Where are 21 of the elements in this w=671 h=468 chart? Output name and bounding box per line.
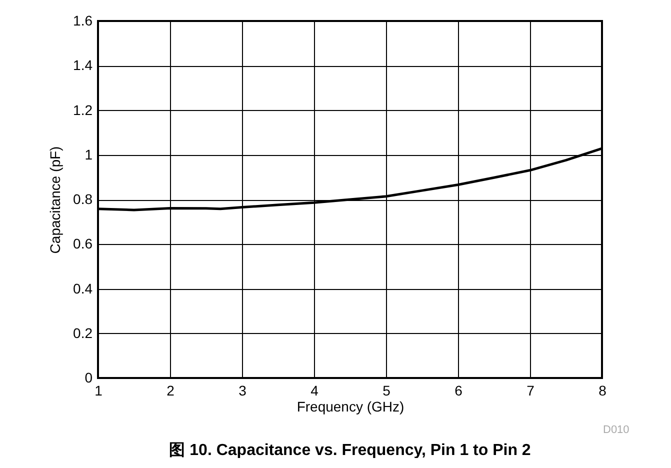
y-axis-title: Capacitance (pF): [47, 146, 64, 254]
y-tick-label: 0.4: [73, 280, 93, 296]
y-tick-label: 1.2: [73, 102, 93, 118]
x-tick-label: 1: [94, 382, 103, 398]
y-tick-label: 0.6: [73, 236, 93, 252]
y-tick-label: 1: [84, 146, 93, 162]
y-tick-label: 0.8: [73, 191, 93, 207]
x-axis-title: Frequency (GHz): [296, 398, 404, 414]
x-tick-label: 8: [598, 382, 607, 398]
text: D010: [603, 424, 630, 436]
y-tick-label: 1.4: [73, 57, 93, 74]
text: 图 10. Capacitance vs. Frequency, Pin 1 to Pin 2: [169, 442, 531, 459]
y-tick-label: 0.2: [73, 324, 93, 341]
y-tick-label: 1.6: [73, 12, 93, 28]
x-tick-label: 7: [526, 382, 535, 398]
y-tick-label: 0: [84, 370, 93, 386]
x-tick-label: 2: [166, 382, 175, 398]
x-tick-label: 5: [382, 382, 391, 398]
x-tick-label: 3: [238, 382, 247, 398]
x-tick-label: 6: [454, 382, 463, 398]
x-tick-label: 4: [310, 382, 319, 398]
